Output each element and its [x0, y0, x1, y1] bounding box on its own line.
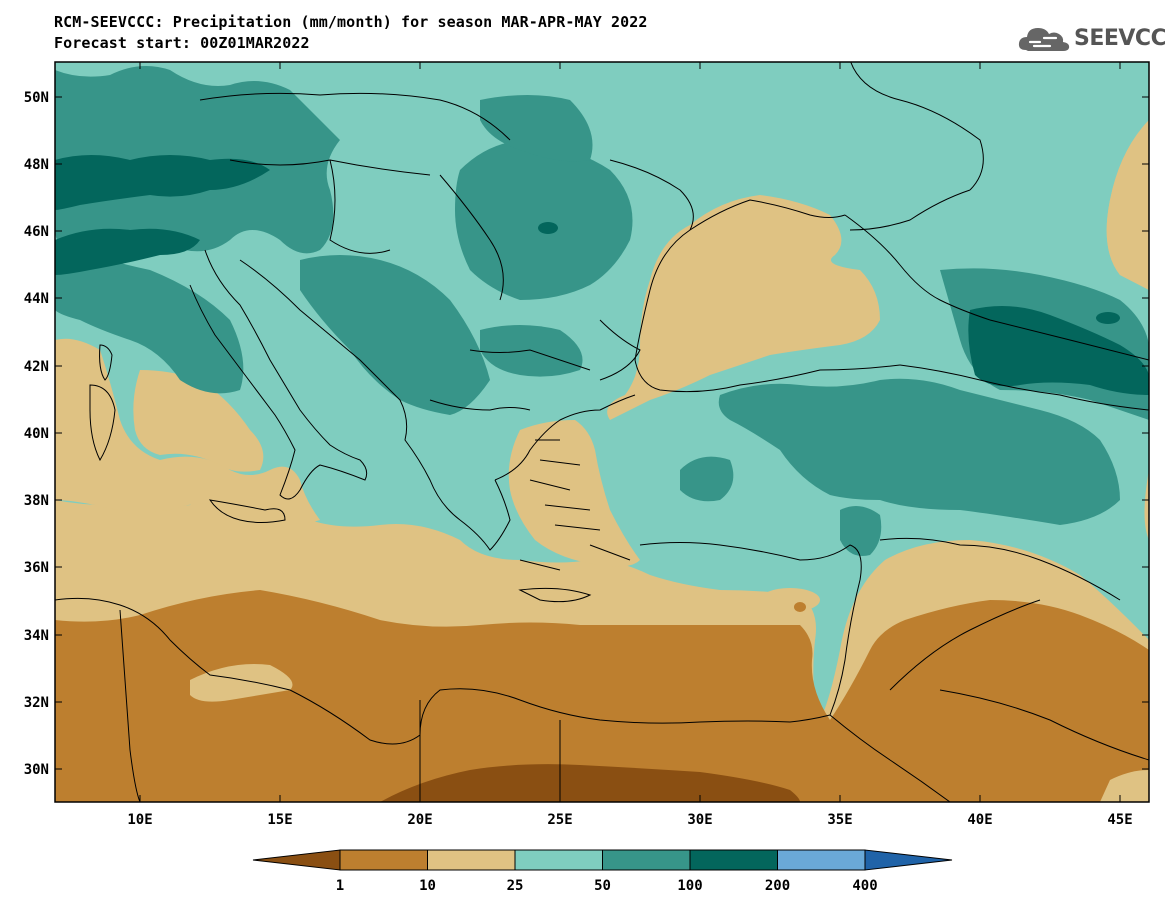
colorbar-box: [689, 849, 778, 871]
lat-label-40N: 40N: [24, 426, 49, 442]
lat-label-30N: 30N: [24, 762, 49, 778]
lon-label-40E: 40E: [967, 812, 992, 828]
precipitation-field: [55, 62, 1149, 802]
colorbar-box: [427, 849, 516, 871]
latitude-labels: 50N 48N 46N 44N 42N 40N 38N 36N 34N 32N 30N: [24, 90, 49, 778]
cloud-icon: [1018, 28, 1070, 51]
lat-label-46N: 46N: [24, 224, 49, 240]
colorbar-box: [777, 849, 866, 871]
longitude-labels: 10E 15E 20E 25E 30E 35E 40E 45E: [127, 812, 1132, 828]
colorbar-tick-200: 200: [765, 878, 790, 894]
lon-label-45E: 45E: [1107, 812, 1132, 828]
coastlines: [55, 62, 1149, 802]
lat-label-44N: 44N: [24, 291, 49, 307]
lat-label-42N: 42N: [24, 359, 49, 375]
lon-label-35E: 35E: [827, 812, 852, 828]
lon-label-10E: 10E: [127, 812, 152, 828]
seevccc-logo: SEEVCCC: [1016, 20, 1165, 58]
colorbar-tick-25: 25: [507, 878, 524, 894]
title-line-1: RCM-SEEVCCC: Precipitation (mm/month) fo…: [54, 13, 648, 31]
colorbar-box: [602, 849, 691, 871]
colorbar-box: [514, 849, 603, 871]
title-line-2: Forecast start: 00Z01MAR2022: [54, 34, 310, 52]
lon-label-25E: 25E: [547, 812, 572, 828]
colorbar-low-arrow: [252, 849, 341, 871]
colorbar-box: [339, 849, 428, 871]
lat-label-48N: 48N: [24, 157, 49, 173]
colorbar-tick-400: 400: [852, 878, 877, 894]
lat-label-36N: 36N: [24, 560, 49, 576]
lat-label-38N: 38N: [24, 493, 49, 509]
lat-label-50N: 50N: [24, 90, 49, 106]
lat-label-32N: 32N: [24, 695, 49, 711]
lon-label-15E: 15E: [267, 812, 292, 828]
colorbar-tick-50: 50: [594, 878, 611, 894]
map-title: RCM-SEEVCCC: Precipitation (mm/month) fo…: [54, 12, 648, 54]
lon-label-30E: 30E: [687, 812, 712, 828]
lat-label-34N: 34N: [24, 628, 49, 644]
colorbar-tick-1: 1: [336, 878, 344, 894]
colorbar-tick-100: 100: [677, 878, 702, 894]
logo-text: SEEVCCC: [1074, 26, 1165, 51]
axis-ticks: [55, 62, 1149, 802]
map-frame: [54, 61, 1150, 803]
lon-label-20E: 20E: [407, 812, 432, 828]
colorbar-tick-10: 10: [419, 878, 436, 894]
colorbar-high-arrow: [864, 849, 953, 871]
